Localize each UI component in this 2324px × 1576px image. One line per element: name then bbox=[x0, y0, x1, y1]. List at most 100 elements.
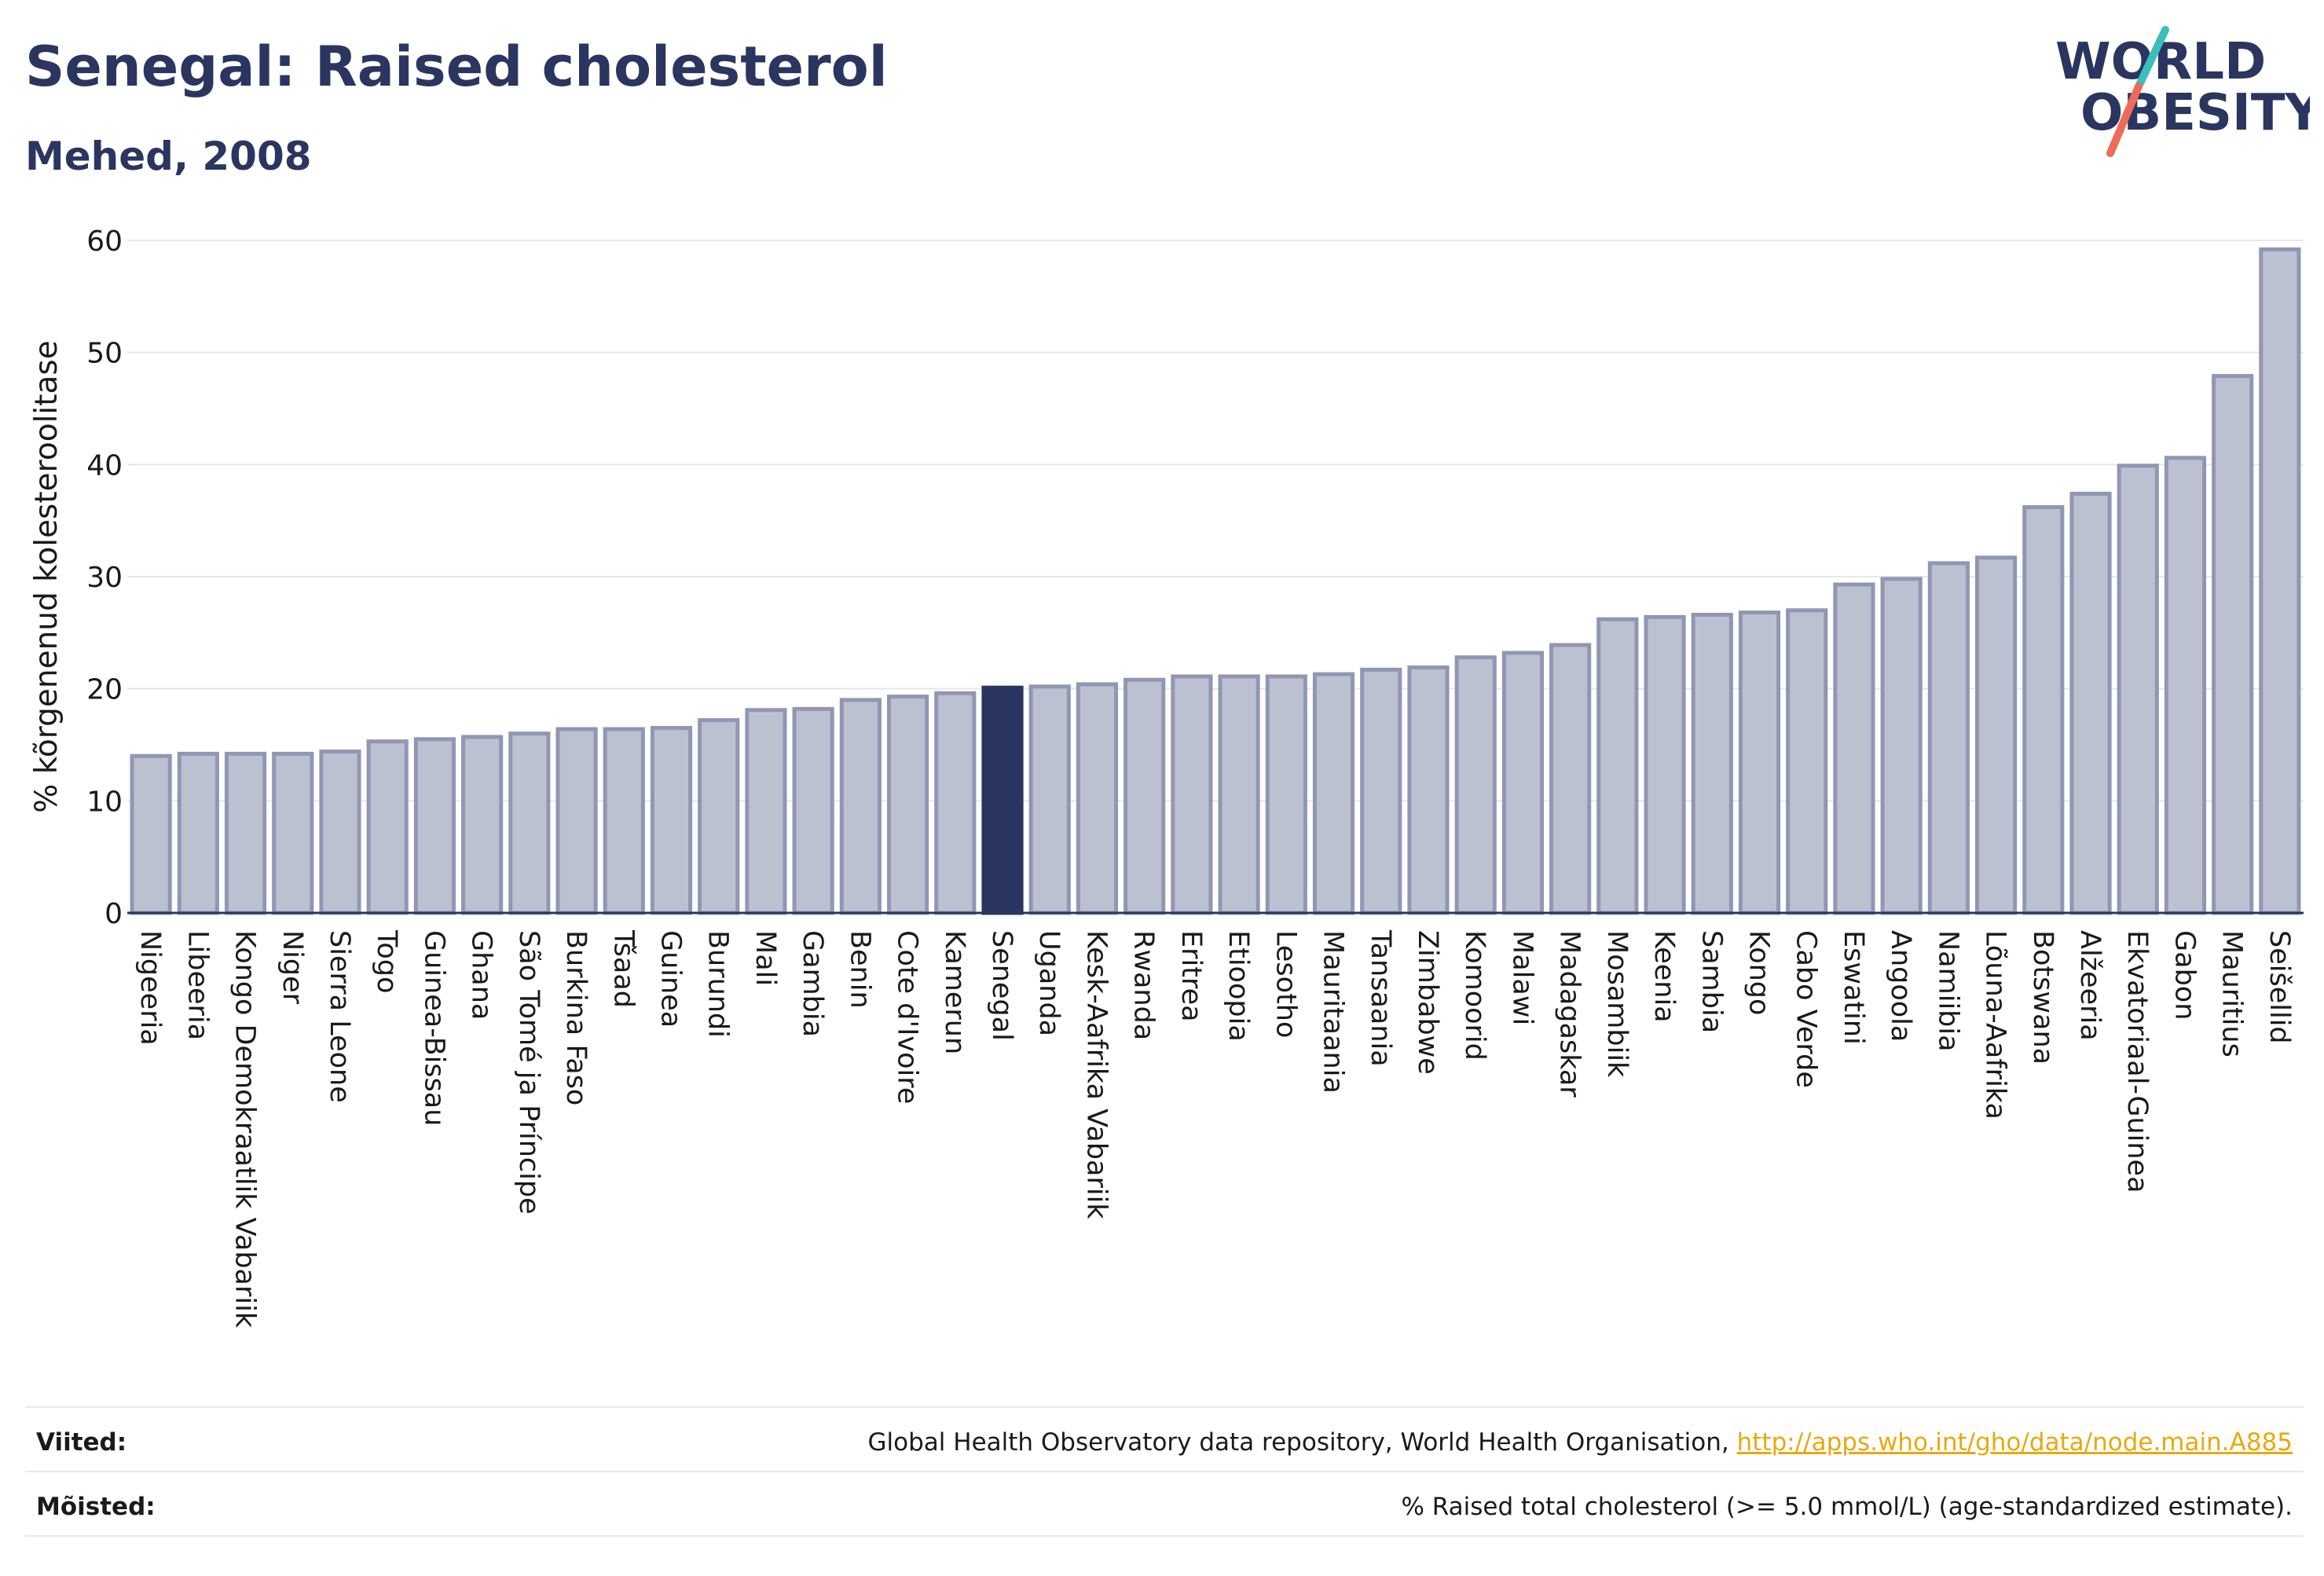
bar-sei-ellid[interactable] bbox=[2259, 247, 2301, 915]
x-tick-label: Etioopia bbox=[1222, 930, 1254, 1042]
x-tick-label: São Tomé ja Príncipe bbox=[513, 930, 544, 1215]
bar-mauritaania[interactable] bbox=[1312, 672, 1355, 915]
bar-sierra-leone[interactable] bbox=[319, 750, 361, 915]
bars bbox=[130, 247, 2301, 915]
bar-kesk-aafrika-vabariik[interactable] bbox=[1076, 682, 1119, 915]
bar-guinea-bissau[interactable] bbox=[413, 737, 456, 915]
bar-gabon[interactable] bbox=[2164, 456, 2207, 915]
x-tick-label: Mauritius bbox=[2216, 930, 2248, 1057]
bar-tansaania[interactable] bbox=[1360, 667, 1402, 915]
x-tick-label: Guinea-Bissau bbox=[418, 930, 449, 1126]
x-tick-label: Cote d'Ivoire bbox=[892, 930, 923, 1104]
x-tick-label: Kongo Demokraatlik Vabariik bbox=[229, 930, 261, 1329]
bar-mosambiik[interactable] bbox=[1596, 617, 1639, 915]
bar-s-o-tom-ja-pr-ncipe[interactable] bbox=[508, 731, 551, 915]
x-tick-label: Ghana bbox=[466, 930, 497, 1020]
x-tick-label: Nigeeria bbox=[134, 930, 166, 1046]
bar-l-una-aafrika[interactable] bbox=[1975, 555, 2018, 915]
bar-mali[interactable] bbox=[745, 708, 787, 915]
bar-zimbabwe[interactable] bbox=[1407, 665, 1450, 915]
bar-eritrea[interactable] bbox=[1171, 674, 1213, 915]
bar-nigeeria[interactable] bbox=[130, 753, 172, 915]
logo-slash-coral bbox=[2106, 82, 2143, 157]
x-tick-label: Tansaania bbox=[1365, 929, 1396, 1067]
bar-ekvatoriaal-guinea[interactable] bbox=[2117, 464, 2159, 915]
world-obesity-logo: WORLD OBESITY bbox=[2055, 26, 2310, 157]
x-tick-label: Tšaad bbox=[607, 929, 639, 1008]
bar-benin[interactable] bbox=[839, 698, 882, 915]
y-axis-label: % kõrgenenud kolesteroolitase bbox=[29, 340, 64, 812]
sources-link[interactable]: http://apps.who.int/gho/data/node.main.A… bbox=[1736, 1428, 2293, 1457]
x-tick-label: Guinea bbox=[655, 930, 687, 1028]
x-tick-label: Cabo Verde bbox=[1791, 930, 1822, 1088]
x-tick-label: Alžeeria bbox=[2074, 930, 2106, 1041]
bar-t-aad[interactable] bbox=[603, 727, 645, 915]
bar-ghana[interactable] bbox=[461, 735, 504, 915]
bar-eswatini[interactable] bbox=[1833, 582, 1875, 915]
sources-label: Viited: bbox=[36, 1428, 127, 1457]
bar-kamerun[interactable] bbox=[934, 691, 977, 915]
bar-etioopia[interactable] bbox=[1218, 674, 1260, 915]
bar-keenia[interactable] bbox=[1644, 614, 1686, 915]
y-tick-labels: 0 10 20 30 40 50 60 bbox=[86, 225, 123, 930]
bar-botswana[interactable] bbox=[2022, 505, 2065, 915]
bar-burkina-faso[interactable] bbox=[555, 727, 598, 915]
x-tick-label: Togo bbox=[371, 929, 402, 993]
bar-rwanda[interactable] bbox=[1124, 677, 1166, 915]
bar-chart: 0 10 20 30 40 50 60 Nigeeria Libeeria Kongo Demo… bbox=[29, 225, 2304, 1329]
bar-libeeria[interactable] bbox=[177, 751, 219, 915]
x-tick-label: Mali bbox=[750, 930, 781, 986]
bar-al-eeria[interactable] bbox=[2069, 491, 2112, 915]
x-tick-label: Keenia bbox=[1648, 930, 1680, 1023]
y-tick-label: 60 bbox=[86, 225, 123, 258]
x-tick-label: Eswatini bbox=[1838, 930, 1869, 1045]
bar-mauritius[interactable] bbox=[2212, 374, 2254, 915]
x-tick-label: Botswana bbox=[2027, 930, 2058, 1065]
bar-madagaskar[interactable] bbox=[1549, 643, 1592, 915]
bar-niger[interactable] bbox=[272, 751, 314, 915]
x-tick-label: Ekvatoriaal-Guinea bbox=[2121, 930, 2153, 1193]
bar-namiibia[interactable] bbox=[1927, 561, 1970, 915]
bar-lesotho[interactable] bbox=[1265, 674, 1307, 915]
bar-kongo-demokraatlik-vabariik[interactable] bbox=[224, 751, 267, 915]
y-tick-label: 50 bbox=[86, 338, 123, 370]
x-tick-label: Kongo bbox=[1743, 930, 1775, 1015]
x-tick-label: Gabon bbox=[2168, 930, 2200, 1020]
bar-cabo-verde[interactable] bbox=[1786, 608, 1828, 915]
bar-sambia[interactable] bbox=[1691, 613, 1733, 915]
x-tick-label: Senegal bbox=[986, 930, 1017, 1041]
bar-senegal[interactable] bbox=[981, 685, 1024, 915]
x-tick-label: Mosambiik bbox=[1601, 930, 1633, 1078]
footer-divider-middle bbox=[25, 1471, 2304, 1472]
footer-divider-bottom bbox=[25, 1535, 2304, 1537]
definitions-label: Mõisted: bbox=[36, 1493, 156, 1521]
x-tick-label: Lesotho bbox=[1270, 930, 1301, 1038]
x-tick-label: Namiibia bbox=[1932, 930, 1963, 1052]
bar-kongo[interactable] bbox=[1738, 610, 1781, 915]
bar-guinea[interactable] bbox=[650, 726, 693, 915]
x-tick-label: Gambia bbox=[797, 930, 828, 1037]
bar-togo[interactable] bbox=[366, 739, 409, 915]
x-tick-label: Libeeria bbox=[181, 930, 213, 1040]
bar-cote-d-ivoire[interactable] bbox=[887, 695, 929, 915]
x-tick-label: Rwanda bbox=[1128, 930, 1160, 1040]
bar-uganda[interactable] bbox=[1028, 684, 1071, 915]
bar-burundi[interactable] bbox=[698, 718, 740, 915]
sources-citation: Global Health Observatory data repositor… bbox=[867, 1428, 1737, 1457]
x-tick-label: Kesk-Aafrika Vabariik bbox=[1080, 930, 1112, 1219]
x-tick-label: Benin bbox=[844, 930, 875, 1009]
x-tick-label: Angoola bbox=[1885, 930, 1916, 1042]
x-tick-label: Malawi bbox=[1506, 930, 1538, 1025]
bar-gambia[interactable] bbox=[792, 706, 834, 915]
y-tick-label: 20 bbox=[86, 674, 123, 706]
x-tick-label: Kamerun bbox=[939, 930, 970, 1054]
x-tick-label: Zimbabwe bbox=[1412, 930, 1443, 1075]
x-tick-label: Lõuna-Aafrika bbox=[1980, 930, 2011, 1120]
bar-malawi[interactable] bbox=[1501, 651, 1544, 915]
y-tick-label: 30 bbox=[86, 562, 123, 594]
sources-text: Global Health Observatory data repositor… bbox=[868, 1428, 2293, 1457]
footer-divider-top bbox=[25, 1406, 2304, 1408]
bar-komoorid[interactable] bbox=[1454, 655, 1497, 915]
bar-angoola[interactable] bbox=[1880, 577, 1923, 915]
x-tick-label: Komoorid bbox=[1459, 930, 1490, 1061]
